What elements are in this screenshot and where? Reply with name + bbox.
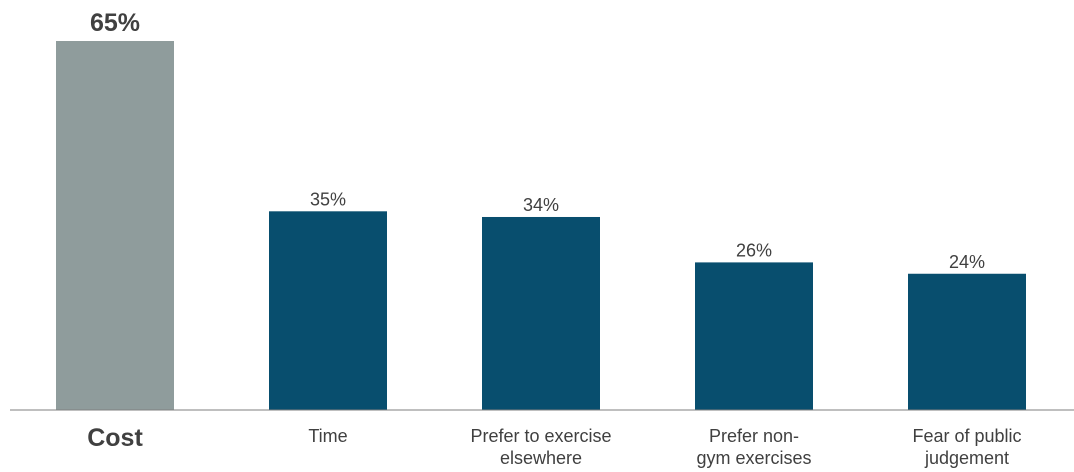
- bar-2: [482, 216, 600, 410]
- bars-group: [56, 41, 1026, 410]
- category-label-3-line-0: Prefer non-: [709, 426, 799, 446]
- value-label-2: 34%: [523, 195, 559, 215]
- bar-1: [269, 211, 387, 410]
- category-label-4-line-1: judgement: [924, 448, 1009, 468]
- value-label-4: 24%: [949, 252, 985, 272]
- category-label-3-line-1: gym exercises: [696, 448, 811, 468]
- category-label-2-line-0: Prefer to exercise: [470, 426, 611, 446]
- value-label-1: 35%: [310, 189, 346, 209]
- category-label-0: Cost: [87, 424, 143, 452]
- bar-3: [695, 262, 813, 410]
- category-label-4-line-0: Fear of public: [912, 426, 1021, 446]
- bar-4: [908, 273, 1026, 410]
- category-label-1: Time: [308, 426, 347, 446]
- value-labels-group: 65% 35% 34% 26% 24%: [90, 9, 985, 272]
- bar-0: [56, 41, 174, 410]
- category-label-2-line-1: elsewhere: [500, 448, 582, 468]
- value-label-0: 65%: [90, 9, 140, 37]
- value-label-3: 26%: [736, 240, 772, 260]
